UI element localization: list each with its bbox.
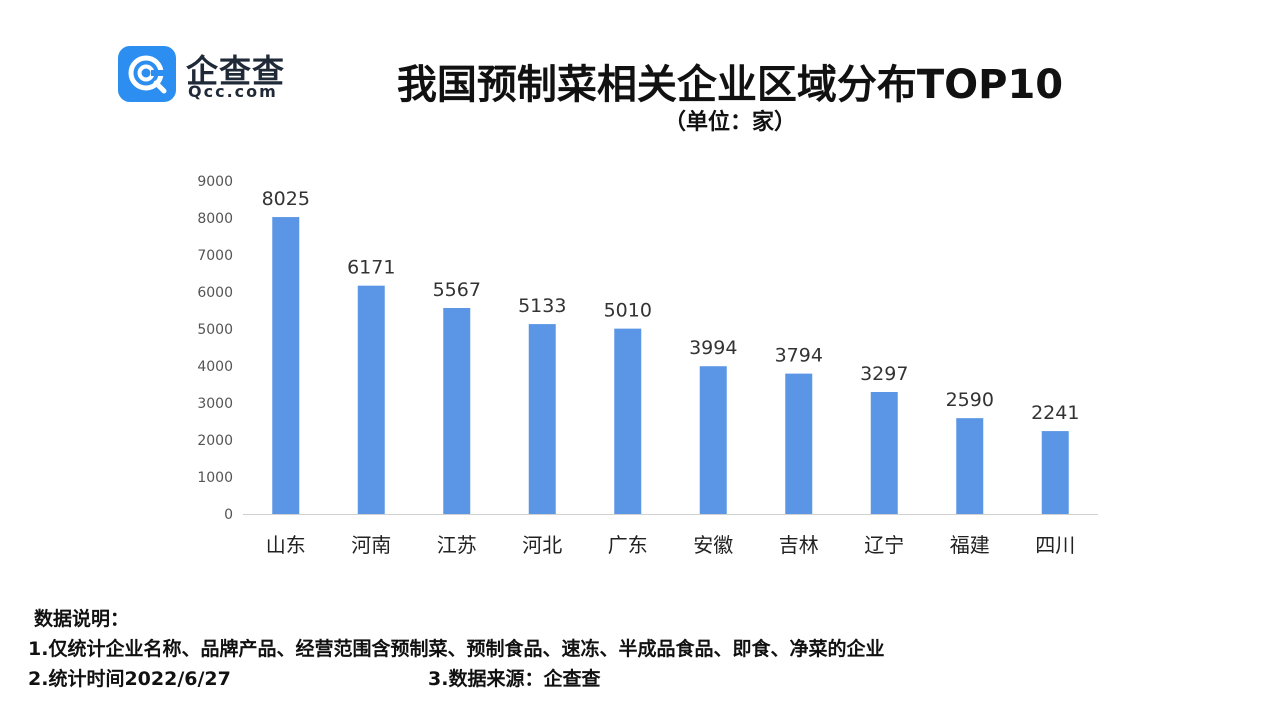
category-label: 河南: [351, 533, 391, 557]
chart-title: 我国预制菜相关企业区域分布TOP10: [396, 62, 1064, 108]
notes-source: 3.数据来源：企查查: [428, 668, 601, 690]
bar: [528, 324, 556, 514]
bar: [443, 308, 471, 514]
logo-name: 企查查: [186, 52, 286, 90]
y-tick-label: 5000: [197, 322, 233, 338]
notes-date: 2.统计时间2022/6/27: [28, 668, 231, 690]
bar-value-label: 3794: [775, 345, 823, 367]
logo-badge-icon: [118, 46, 176, 102]
bar-value-label: 5133: [518, 295, 566, 317]
bar: [956, 418, 984, 514]
bar: [1041, 431, 1069, 514]
bar: [870, 392, 898, 514]
category-label: 江苏: [437, 533, 477, 557]
category-label: 吉林: [779, 533, 819, 557]
category-label: 山东: [266, 533, 306, 557]
bar-value-label: 2241: [1031, 402, 1079, 424]
y-tick-label: 3000: [197, 396, 233, 412]
bar: [614, 328, 642, 514]
logo-domain: Qcc.com: [188, 82, 278, 101]
y-tick-label: 0: [224, 507, 233, 523]
y-tick-label: 1000: [197, 470, 233, 486]
bar-value-label: 2590: [946, 389, 994, 411]
y-tick-label: 9000: [197, 174, 233, 190]
chart-subtitle: （单位：家）: [663, 110, 796, 135]
category-label: 安徽: [693, 533, 733, 557]
bar: [272, 217, 300, 514]
y-tick-label: 4000: [197, 359, 233, 375]
notes-heading: 数据说明：: [34, 608, 130, 630]
category-label: 福建: [950, 533, 990, 557]
bar-value-label: 5010: [604, 300, 652, 322]
category-label: 四川: [1035, 533, 1075, 557]
category-label: 河北: [522, 533, 562, 557]
logo: 企查查 Qcc.com: [118, 46, 308, 102]
category-label: 辽宁: [864, 533, 904, 557]
notes-scope: 1.仅统计企业名称、品牌产品、经营范围含预制菜、预制食品、速冻、半成品食品、即食…: [28, 638, 885, 660]
bar: [785, 373, 813, 514]
y-tick-label: 2000: [197, 433, 233, 449]
y-tick-label: 8000: [197, 211, 233, 227]
bar-value-label: 8025: [262, 188, 310, 210]
bar: [699, 366, 727, 514]
y-tick-label: 6000: [197, 285, 233, 301]
y-tick-label: 7000: [197, 248, 233, 264]
bar-value-label: 6171: [347, 257, 395, 279]
bar: [357, 285, 385, 514]
bar-value-label: 3994: [689, 337, 737, 359]
bar-value-label: 5567: [433, 279, 481, 301]
bar-value-label: 3297: [860, 363, 908, 385]
category-label: 广东: [608, 533, 648, 557]
